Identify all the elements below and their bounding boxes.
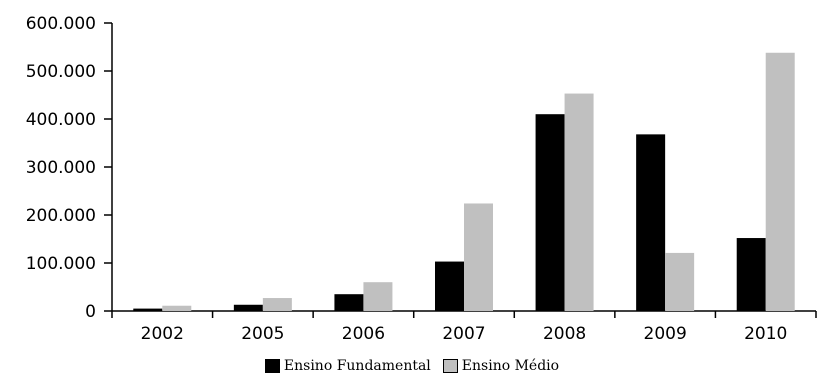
bar-fundamental-2002 [133,308,163,311]
x-tick-label: 2006 [342,324,385,344]
bar-medio-2006 [363,282,393,311]
legend-item-fundamental: Ensino Fundamental [264,358,431,374]
bar-medio-2002 [162,305,192,311]
y-tick-label: 200.000 [26,206,96,226]
x-tick-label: 2002 [141,324,184,344]
x-tick-label: 2007 [442,324,485,344]
legend-swatch-medio [442,359,458,373]
y-axis: 0 100.000 200.000 300.000 400.000 500.000 600.… [26,14,113,322]
legend: Ensino Fundamental Ensino Médio [0,356,824,376]
bar-fundamental-2005 [233,304,263,311]
y-tick-label: 0 [85,302,96,322]
y-tick-label: 300.000 [26,158,96,178]
y-tick-label: 600.000 [26,14,96,34]
y-tick-label: 100.000 [26,254,96,274]
legend-item-medio: Ensino Médio [442,358,560,374]
x-tick-label: 2008 [543,324,586,344]
bar-fundamental-2007 [435,261,464,311]
y-tick-label: 400.000 [26,110,96,130]
bar-medio-2010 [765,52,795,311]
bar-medio-2005 [262,298,292,311]
bar-fundamental-2009 [636,134,666,311]
bar-chart: 0 100.000 200.000 300.000 400.000 500.000 600.… [26,14,817,344]
y-tick-label: 500.000 [26,62,96,82]
bar-medio-2008 [564,93,594,311]
x-axis: 2002 2005 2006 2007 2008 2009 2010 [111,310,817,344]
bar-fundamental-2006 [334,294,364,311]
bar-medio-2009 [665,252,695,311]
x-tick-label: 2005 [241,324,284,344]
x-tick-label: 2010 [744,324,787,344]
legend-swatch-fundamental [264,359,280,373]
bar-fundamental-2010 [736,238,766,311]
bar-fundamental-2008 [535,114,565,311]
bars [133,52,795,311]
legend-label-medio: Ensino Médio [461,358,560,374]
legend-label-fundamental: Ensino Fundamental [283,358,431,374]
x-tick-label: 2009 [644,324,687,344]
bar-medio-2007 [464,203,493,311]
